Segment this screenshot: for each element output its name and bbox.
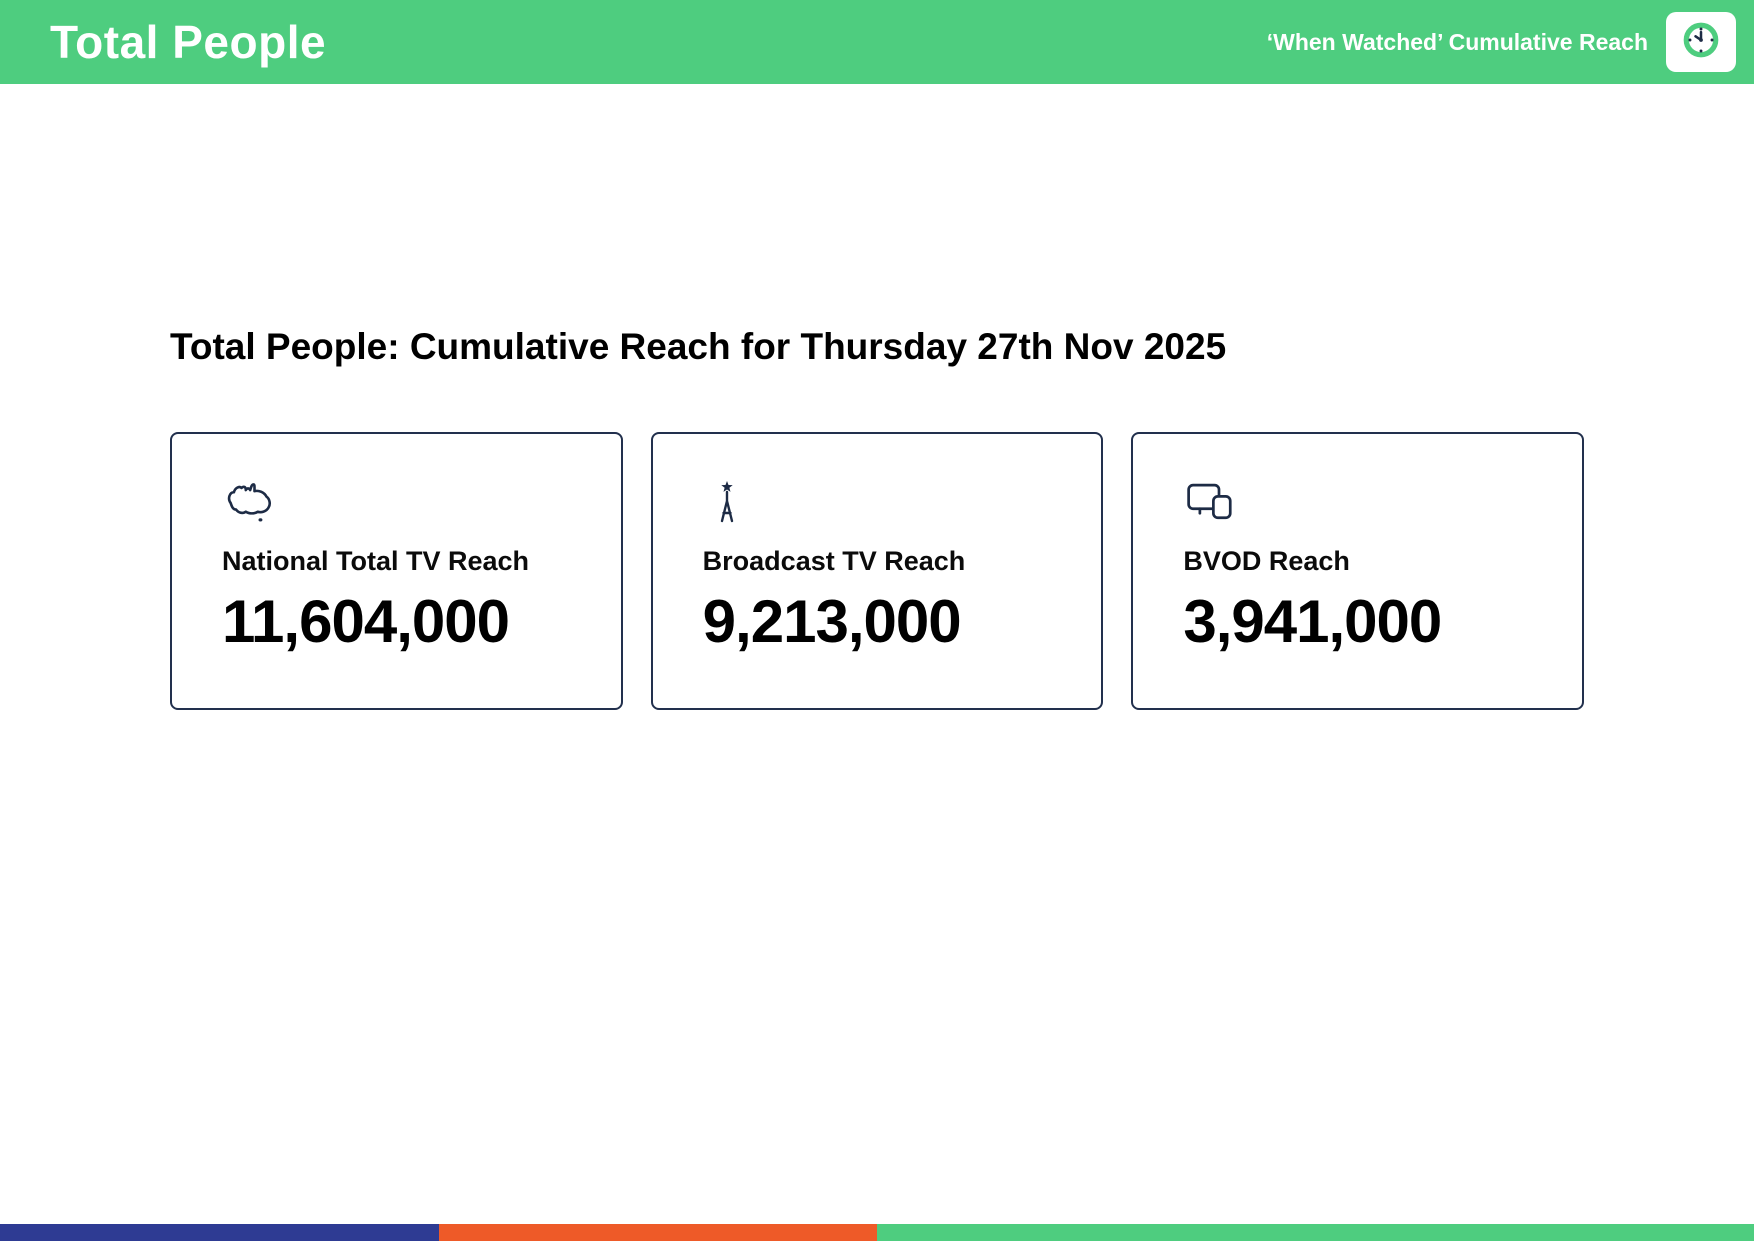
devices-icon: [1183, 478, 1532, 530]
stat-card-bvod-reach: BVOD Reach 3,941,000: [1131, 432, 1585, 710]
stat-cards-row: National Total TV Reach 11,604,000 Broad…: [170, 432, 1585, 710]
clock-badge: [1666, 12, 1736, 72]
stat-card-value: 9,213,000: [702, 588, 962, 655]
header-subtitle: ‘When Watched’ Cumulative Reach: [1266, 28, 1648, 55]
stat-card-national-total-tv-reach: National Total TV Reach 11,604,000: [170, 432, 623, 710]
clock-icon: [1680, 19, 1722, 66]
section-heading: Total People: Cumulative Reach for Thurs…: [170, 326, 1227, 367]
header: Total People ‘When Watched’ Cumulative R…: [0, 0, 1754, 84]
australia-map-icon: [222, 478, 571, 530]
stat-card-value: 3,941,000: [1183, 588, 1442, 655]
stat-card-broadcast-tv-reach: Broadcast TV Reach 9,213,000: [650, 432, 1104, 710]
footer-orange-segment: [438, 1224, 877, 1241]
stat-card-value: 11,604,000: [222, 588, 510, 655]
header-right: ‘When Watched’ Cumulative Reach: [1267, 12, 1736, 72]
stat-card-label: Broadcast TV Reach: [702, 546, 966, 576]
footer-color-bar: [0, 1224, 1754, 1241]
footer-blue-segment: [0, 1224, 439, 1241]
footer-green-segment: [877, 1224, 1754, 1241]
page-title: Total People: [50, 16, 327, 68]
stat-card-label: National Total TV Reach: [222, 546, 530, 576]
stat-card-label: BVOD Reach: [1183, 546, 1350, 576]
broadcast-tower-icon: [703, 478, 1052, 530]
